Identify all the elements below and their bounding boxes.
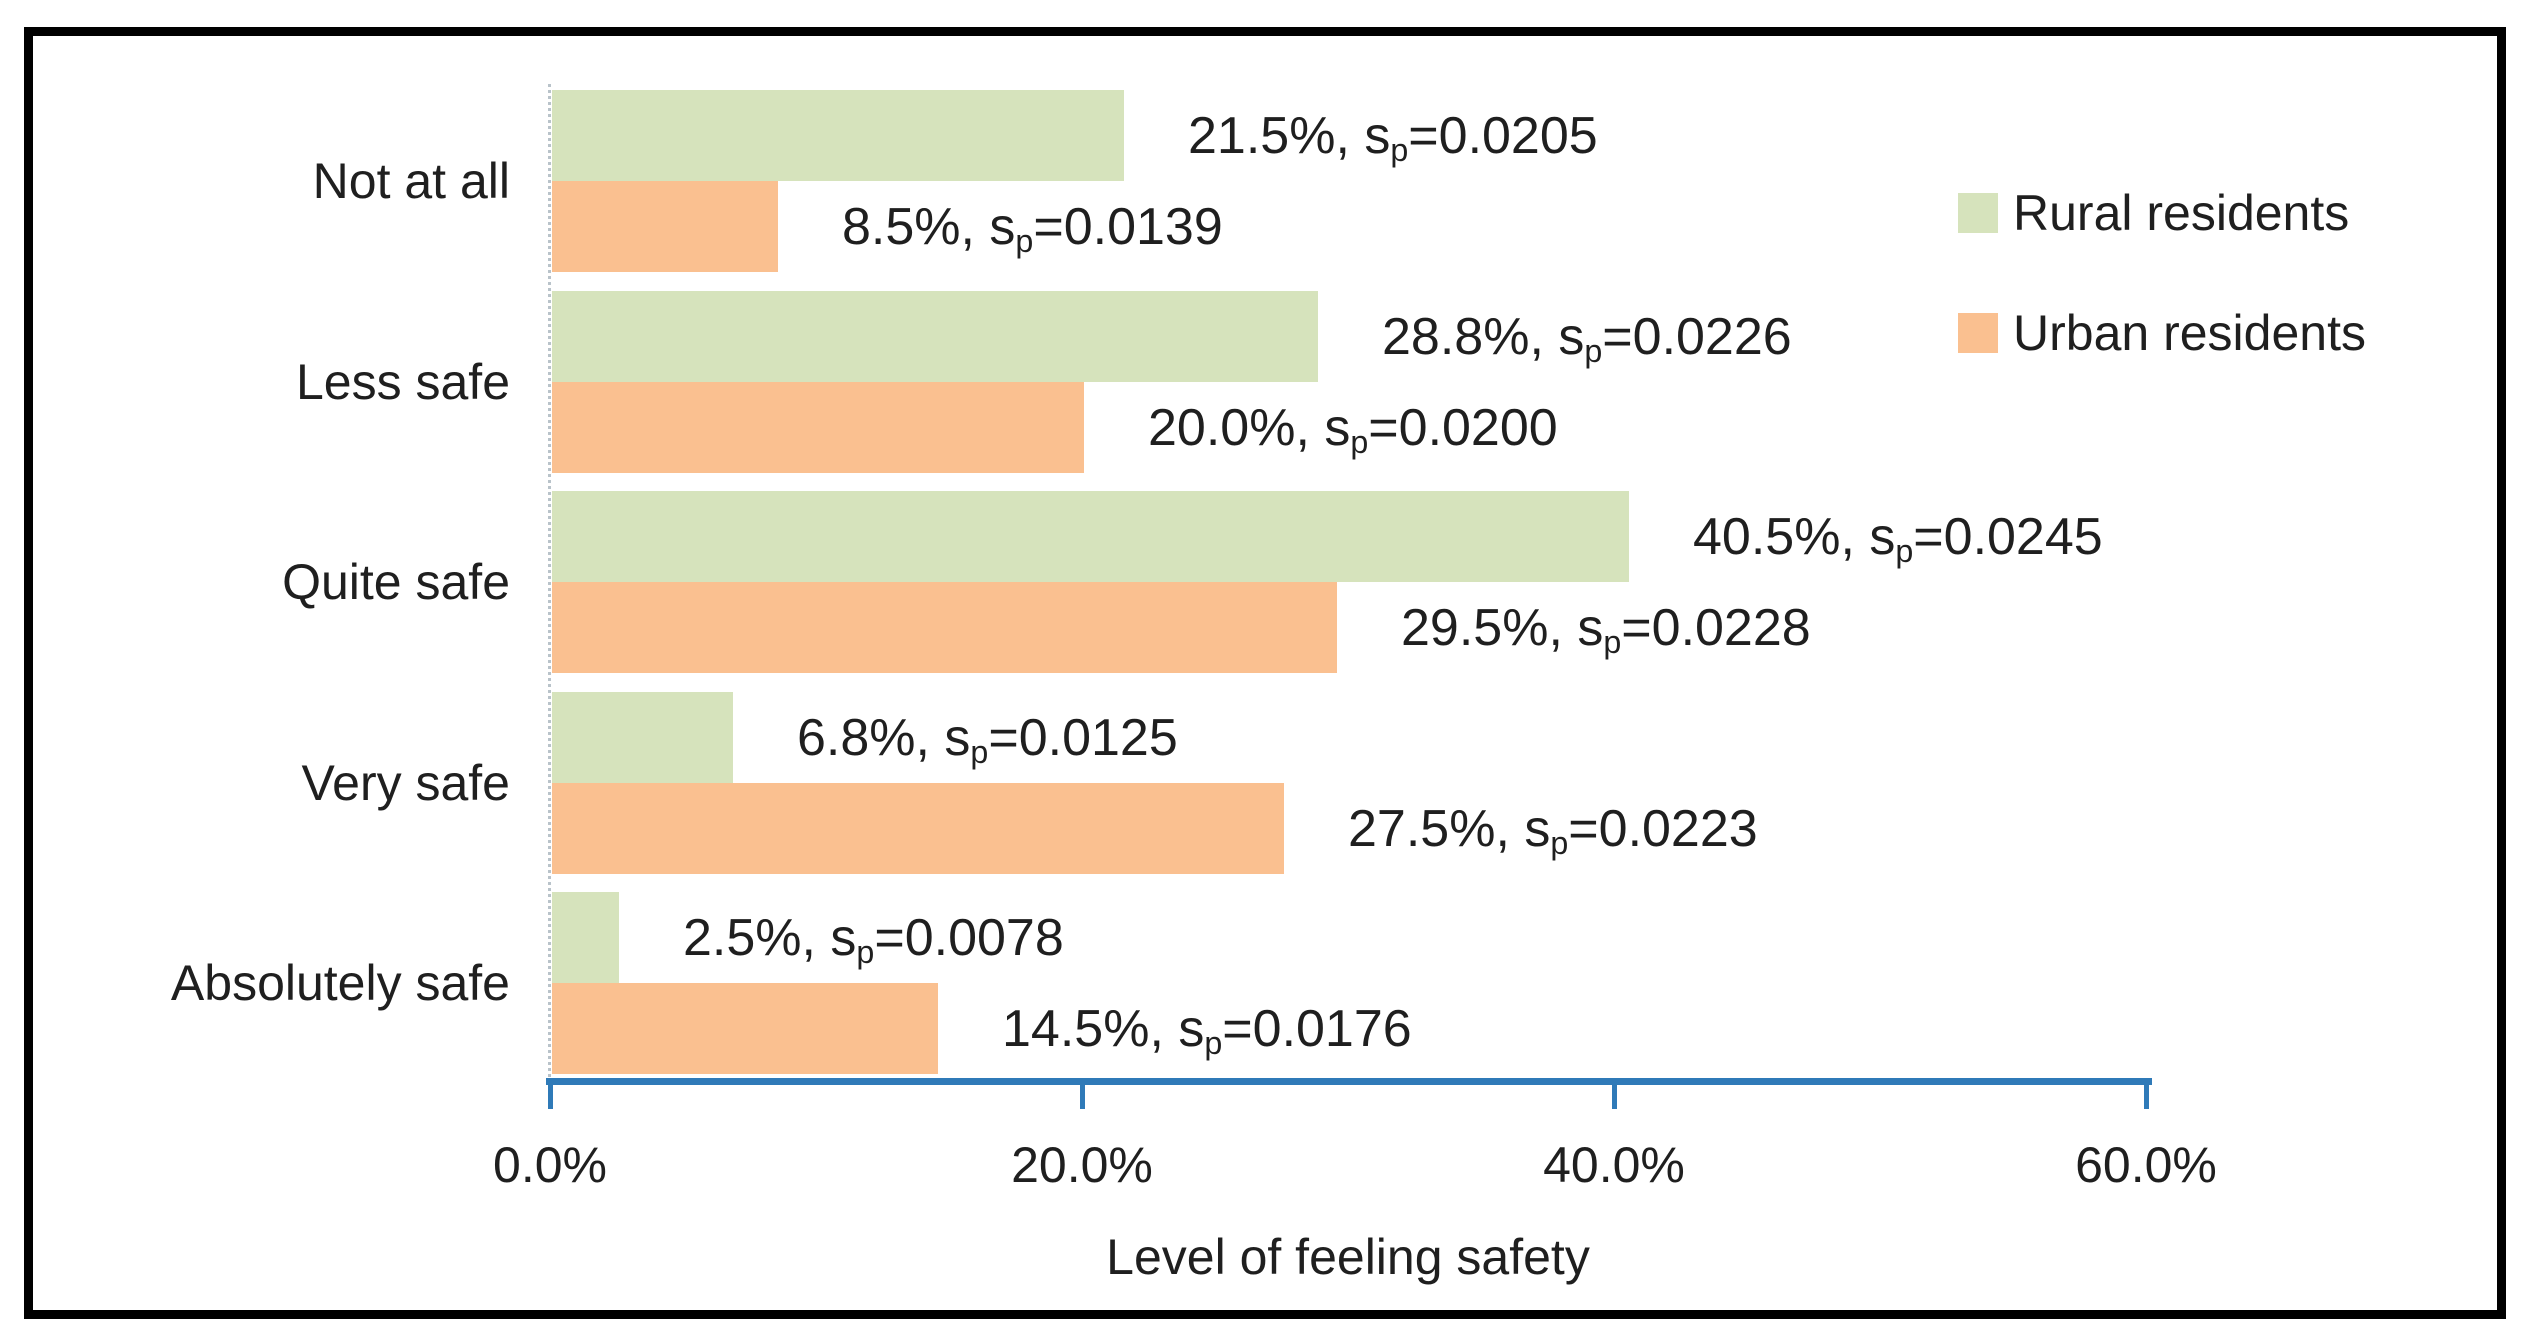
tick-label-20: 20.0% — [1011, 1137, 1153, 1193]
tick-label-40: 40.0% — [1543, 1137, 1685, 1193]
data-label-rural-residents-very-safe: 6.8%, sp=0.0125 — [797, 708, 1178, 770]
bar-rural-residents-not-at-all — [552, 90, 1124, 181]
category-label-less-safe: Less safe — [295, 354, 510, 410]
axis-tick-20 — [1080, 1078, 1085, 1109]
legend-label-rural-residents: Rural residents — [2013, 185, 2350, 241]
data-label-urban-residents-quite-safe: 29.5%, sp=0.0228 — [1401, 598, 1811, 660]
bar-rural-residents-less-safe — [552, 291, 1318, 382]
sp-subscript: p — [856, 933, 875, 970]
category-label-not-at-all: Not at all — [312, 153, 510, 209]
sp-subscript: p — [1895, 532, 1914, 569]
bar-urban-residents-absolutely-safe — [552, 983, 938, 1074]
sp-subscript: p — [1603, 623, 1622, 660]
data-label-rural-residents-quite-safe: 40.5%, sp=0.0245 — [1693, 507, 2103, 569]
data-label-rural-residents-absolutely-safe: 2.5%, sp=0.0078 — [683, 908, 1064, 970]
chart-frame-border — [24, 27, 2506, 1319]
data-label-rural-residents-less-safe: 28.8%, sp=0.0226 — [1382, 307, 1792, 369]
axis-tick-60 — [2144, 1078, 2149, 1109]
bar-urban-residents-not-at-all — [552, 181, 778, 272]
sp-subscript: p — [1015, 222, 1034, 259]
value-axis-line — [546, 1078, 2152, 1085]
legend-swatch-urban-residents — [1958, 313, 1998, 353]
sp-subscript: p — [1350, 423, 1369, 460]
data-label-urban-residents-absolutely-safe: 14.5%, sp=0.0176 — [1002, 999, 1412, 1061]
bar-rural-residents-quite-safe — [552, 491, 1629, 582]
data-label-urban-residents-very-safe: 27.5%, sp=0.0223 — [1348, 799, 1758, 861]
bar-rural-residents-very-safe — [552, 692, 733, 783]
category-label-very-safe: Very safe — [301, 755, 510, 811]
sp-subscript: p — [1550, 824, 1569, 861]
sp-subscript: p — [1390, 131, 1409, 168]
axis-tick-0 — [548, 1078, 553, 1109]
category-label-absolutely-safe: Absolutely safe — [170, 955, 510, 1011]
sp-subscript: p — [970, 733, 989, 770]
data-label-rural-residents-not-at-all: 21.5%, sp=0.0205 — [1188, 106, 1598, 168]
sp-subscript: p — [1584, 332, 1603, 369]
tick-label-0: 0.0% — [493, 1137, 607, 1193]
category-label-quite-safe: Quite safe — [282, 554, 510, 610]
bar-urban-residents-very-safe — [552, 783, 1284, 874]
bar-urban-residents-less-safe — [552, 382, 1084, 473]
legend-label-urban-residents: Urban residents — [2013, 305, 2366, 361]
data-label-urban-residents-not-at-all: 8.5%, sp=0.0139 — [842, 197, 1223, 259]
tick-label-60: 60.0% — [2075, 1137, 2217, 1193]
sp-subscript: p — [1204, 1024, 1223, 1061]
data-label-urban-residents-less-safe: 20.0%, sp=0.0200 — [1148, 398, 1558, 460]
axis-tick-40 — [1612, 1078, 1617, 1109]
x-axis-title: Level of feeling safety — [1106, 1229, 1590, 1285]
bar-urban-residents-quite-safe — [552, 582, 1337, 673]
category-axis-line — [548, 84, 551, 1083]
bar-rural-residents-absolutely-safe — [552, 892, 619, 983]
legend-swatch-rural-residents — [1958, 193, 1998, 233]
